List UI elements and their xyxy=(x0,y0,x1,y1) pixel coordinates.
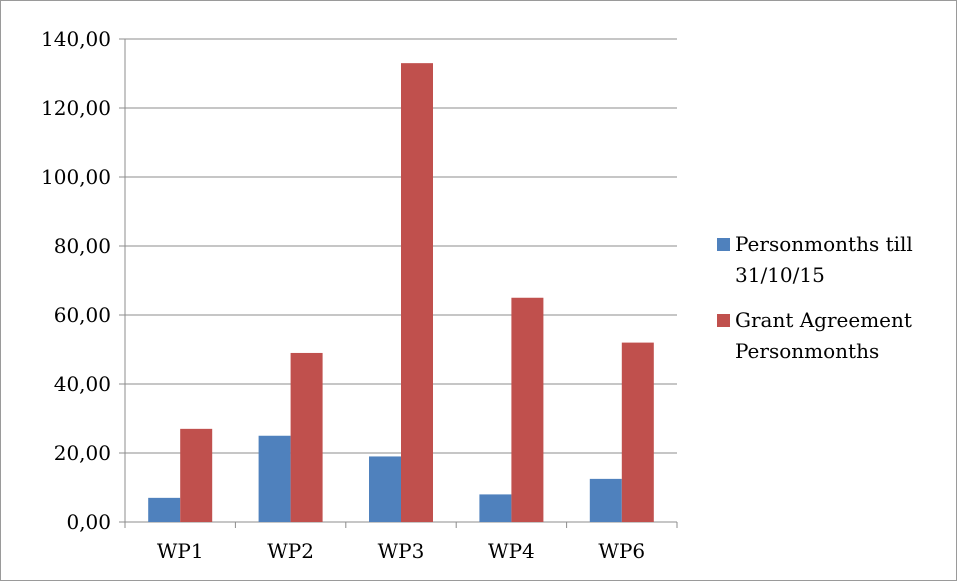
bar-wp3-series-2 xyxy=(401,63,433,523)
bar-wp6-series-1 xyxy=(589,478,622,522)
bar-wp1-series-2 xyxy=(180,428,213,522)
bar-wp2-series-2 xyxy=(290,352,323,522)
legend-label: Grant Agreement Personmonths xyxy=(735,308,912,363)
legend-swatch-red xyxy=(717,314,730,327)
x-tick-label: WP4 xyxy=(488,539,535,563)
y-tick-label: 0,00 xyxy=(66,510,111,534)
legend-swatch-blue xyxy=(717,238,730,251)
legend-item-personmonths-till-date: Personmonths till 31/10/15 xyxy=(717,229,953,291)
bar-wp4-series-1 xyxy=(479,494,512,522)
x-tick-label: WP1 xyxy=(157,539,204,563)
bar-wp3-series-1 xyxy=(369,456,401,522)
legend-label: Personmonths till 31/10/15 xyxy=(735,232,913,287)
y-tick-label: 120,00 xyxy=(41,96,111,120)
bar-wp6-series-2 xyxy=(621,342,654,522)
y-tick-label: 20,00 xyxy=(54,441,111,465)
y-tick-label: 40,00 xyxy=(54,372,111,396)
x-tick-label: WP3 xyxy=(378,539,425,563)
x-tick-label: WP6 xyxy=(598,539,645,563)
bar-wp1-series-1 xyxy=(148,497,181,522)
legend-item-grant-agreement: Grant Agreement Personmonths xyxy=(717,305,953,367)
bar-wp2-series-1 xyxy=(258,435,291,522)
y-tick-label: 60,00 xyxy=(54,303,111,327)
y-tick-label: 80,00 xyxy=(54,234,111,258)
y-tick-label: 100,00 xyxy=(41,165,111,189)
y-tick-label: 140,00 xyxy=(41,27,111,51)
legend: Personmonths till 31/10/15 Grant Agreemen… xyxy=(717,229,953,381)
bar-wp4-series-2 xyxy=(511,297,544,522)
x-tick-label: WP2 xyxy=(267,539,314,563)
